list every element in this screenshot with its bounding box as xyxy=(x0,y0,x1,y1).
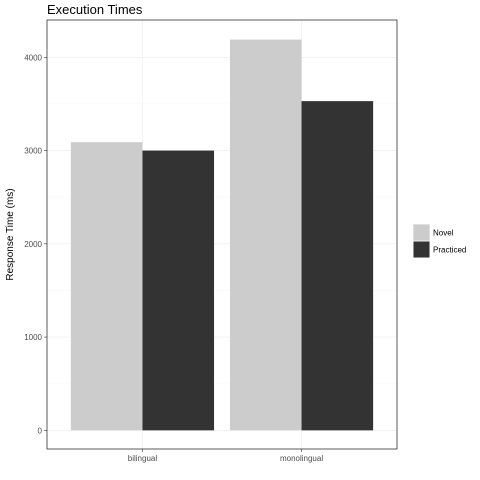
x-axis: bilingual monolingual xyxy=(128,449,323,463)
x-tick-label: monolingual xyxy=(280,454,323,463)
bar-novel-bilingual xyxy=(70,142,143,431)
y-tick-label: 4000 xyxy=(24,53,42,62)
bar-practiced-bilingual xyxy=(142,150,215,431)
y-axis-title: Response Time (ms) xyxy=(5,188,16,280)
bars xyxy=(70,39,374,431)
legend-label-novel: Novel xyxy=(433,229,454,238)
chart-title: Execution Times xyxy=(47,2,143,17)
y-tick-label: 1000 xyxy=(24,333,42,342)
plot-panel xyxy=(46,19,398,450)
legend: Novel Practiced xyxy=(413,224,466,258)
x-tick-label: bilingual xyxy=(128,454,158,463)
y-tick-label: 0 xyxy=(38,426,43,435)
y-axis: 0 1000 2000 3000 4000 xyxy=(24,53,47,435)
legend-label-practiced: Practiced xyxy=(433,246,466,255)
y-tick-label: 2000 xyxy=(24,240,42,249)
y-tick-label: 3000 xyxy=(24,147,42,156)
legend-swatch-novel xyxy=(413,224,430,241)
bar-practiced-monolingual xyxy=(301,101,374,431)
bar-novel-monolingual xyxy=(229,39,302,431)
panel-border xyxy=(46,19,398,450)
legend-swatch-practiced xyxy=(413,241,430,258)
